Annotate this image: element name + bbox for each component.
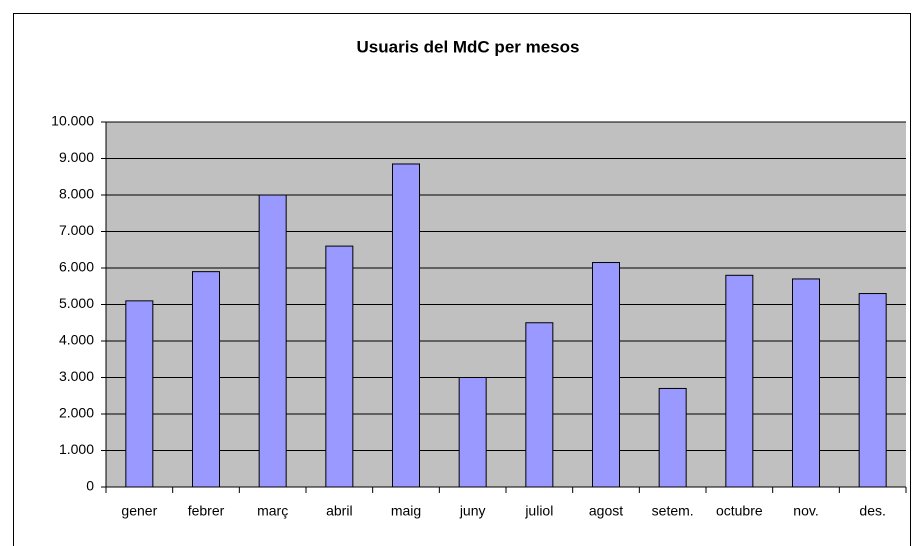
y-tick-label: 0 xyxy=(86,478,94,494)
y-tick-label: 2.000 xyxy=(59,405,94,421)
bar xyxy=(392,163,420,488)
x-tick-label: febrer xyxy=(188,503,225,519)
x-tick-label: juliol xyxy=(524,503,553,519)
chart-title: Usuaris del MdC per mesos xyxy=(357,37,580,56)
x-tick-label: abril xyxy=(326,503,352,519)
y-tick-label: 8.000 xyxy=(59,186,94,202)
bar xyxy=(458,377,487,488)
y-tick-label: 10.000 xyxy=(51,113,94,129)
bar xyxy=(258,194,287,488)
bar xyxy=(325,245,354,488)
y-tick-label: 5.000 xyxy=(59,295,94,311)
y-tick-label: 7.000 xyxy=(59,222,94,238)
x-tick-label: octubre xyxy=(716,503,763,519)
y-tick-label: 1.000 xyxy=(59,441,94,457)
bar xyxy=(525,322,554,488)
x-tick-label: nov. xyxy=(793,503,818,519)
bar xyxy=(592,262,620,488)
y-tick-label: 9.000 xyxy=(59,149,94,165)
y-tick-label: 6.000 xyxy=(59,259,94,275)
bar xyxy=(792,278,820,488)
x-tick-label: març xyxy=(257,503,288,519)
y-tick-label: 3.000 xyxy=(59,368,94,384)
bar xyxy=(192,271,220,488)
y-tick-label: 4.000 xyxy=(59,332,94,348)
x-tick-label: setem. xyxy=(652,503,694,519)
x-tick-label: juny xyxy=(459,503,486,519)
x-tick-label: agost xyxy=(589,503,623,519)
x-tick-label: maig xyxy=(391,503,421,519)
bar xyxy=(858,293,887,488)
x-tick-label: gener xyxy=(121,503,157,519)
bar xyxy=(725,274,754,488)
bar xyxy=(658,387,687,488)
x-tick-label: des. xyxy=(859,503,885,519)
bar xyxy=(125,300,154,488)
